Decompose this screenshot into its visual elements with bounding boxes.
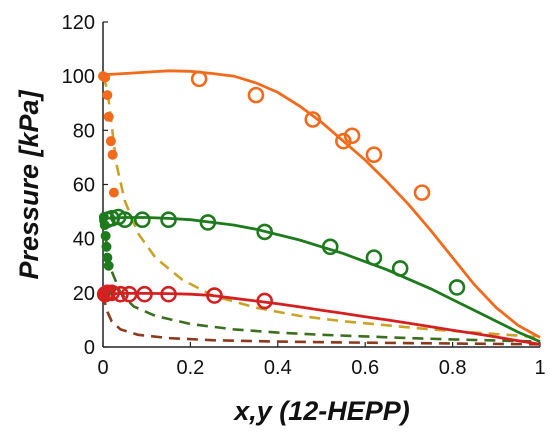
- y-tick-label: 40: [73, 229, 95, 251]
- liquid-point-0: [190, 70, 208, 88]
- vapor-point-1: [102, 252, 113, 263]
- liquid-point-1: [199, 214, 217, 231]
- x-tick-label: 0.8: [439, 357, 467, 379]
- liquid-point-1: [365, 249, 383, 266]
- bubble-curve-1: [102, 216, 541, 343]
- dew-curve-0: [101, 75, 541, 339]
- x-axis-title: x,y (12-HEPP): [232, 396, 410, 426]
- liquid-point-0: [343, 127, 361, 145]
- liquid-point-0: [365, 146, 383, 164]
- x-tick-label: 0.6: [351, 357, 379, 379]
- liquid-point-2: [160, 285, 177, 303]
- vapor-point-1: [101, 241, 112, 252]
- y-tick-label: 120: [62, 12, 95, 34]
- liquid-point-2: [103, 284, 121, 302]
- y-axis-title: Pressure [kPa]: [14, 89, 44, 279]
- dew-curve-1: [101, 218, 541, 343]
- points-layer: [96, 70, 466, 310]
- vapor-point-0: [102, 90, 113, 101]
- curves-layer: [101, 69, 541, 346]
- liquid-point-1: [448, 279, 466, 296]
- plot-area: 0 0.2 0.4 0.6 0.8 1 0 20 40 60 80 100 120: [62, 12, 546, 379]
- vapor-point-1: [100, 230, 111, 241]
- liquid-point-1: [134, 211, 151, 229]
- liquid-point-0: [335, 132, 352, 150]
- y-tick-label: 100: [62, 66, 95, 88]
- bubble-curve-0: [102, 69, 541, 339]
- liquid-point-2: [256, 292, 273, 310]
- liquid-point-1: [321, 238, 339, 256]
- x-tick-label: 0.4: [264, 357, 292, 379]
- x-tick-label: 0.2: [176, 357, 204, 379]
- vapor-point-0: [105, 136, 116, 147]
- liquid-point-1: [116, 211, 134, 229]
- vapor-point-0: [108, 187, 119, 198]
- liquid-point-2: [136, 285, 153, 303]
- vapor-point-0: [100, 72, 111, 83]
- y-tick-label: 80: [73, 120, 95, 142]
- liquid-point-0: [304, 111, 322, 128]
- liquid-point-1: [256, 223, 273, 241]
- x-tick-label: 1: [534, 357, 545, 379]
- y-tick-label: 0: [84, 337, 95, 359]
- liquid-point-0: [247, 86, 265, 104]
- liquid-point-0: [413, 184, 431, 201]
- vapor-point-1: [103, 260, 114, 271]
- y-tick-label: 20: [73, 283, 95, 305]
- liquid-point-2: [206, 287, 223, 304]
- y-tick-label: 60: [73, 175, 95, 197]
- vapor-point-0: [103, 111, 114, 122]
- liquid-point-1: [391, 260, 409, 277]
- x-tick-label: 0: [97, 357, 108, 379]
- liquid-point-2: [112, 285, 129, 303]
- vapor-point-0: [107, 149, 118, 160]
- dew-curve-2: [101, 293, 541, 346]
- liquid-point-1: [160, 211, 177, 229]
- axis-ticks: 0 0.2 0.4 0.6 0.8 1 0 20 40 60 80 100 120: [62, 12, 546, 379]
